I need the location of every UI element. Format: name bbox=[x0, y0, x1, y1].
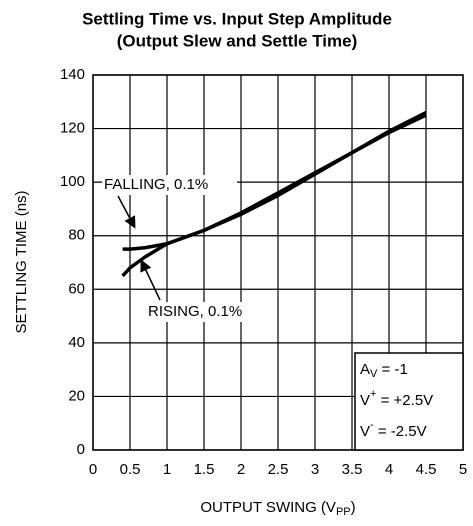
x-axis-label-part: OUTPUT SWING (V bbox=[200, 499, 336, 516]
label-bg bbox=[102, 175, 237, 195]
x-tick-label: 0 bbox=[89, 461, 97, 478]
y-tick-label: 120 bbox=[60, 120, 85, 137]
condition-part: V bbox=[360, 392, 370, 409]
conditions-box bbox=[354, 352, 464, 451]
series-line bbox=[121, 113, 427, 278]
condition: AV = -1 bbox=[360, 361, 408, 380]
label-arrow bbox=[140, 259, 161, 301]
condition-part: V bbox=[360, 423, 370, 440]
plot-frame bbox=[92, 74, 464, 451]
x-tick-label: 2 bbox=[237, 461, 245, 478]
condition-part: A bbox=[360, 361, 370, 378]
x-axis-label-sub: PP bbox=[336, 506, 351, 518]
y-tick-label: 80 bbox=[68, 227, 85, 244]
x-tick-label: 2.5 bbox=[268, 461, 289, 478]
series-label: RISING, 0.1% bbox=[148, 303, 242, 320]
series-label: FALLING, 0.1% bbox=[104, 176, 208, 193]
x-axis-label-part: ) bbox=[351, 499, 356, 516]
condition-sup: - bbox=[370, 419, 374, 431]
chart-title: Settling Time vs. Input Step Amplitude bbox=[82, 9, 392, 28]
y-tick-label: 60 bbox=[68, 280, 85, 297]
condition-part: = -2.5V bbox=[374, 423, 427, 440]
y-tick-label: 100 bbox=[60, 173, 85, 190]
x-tick-label: 1.5 bbox=[194, 461, 215, 478]
condition-part: = +2.5V bbox=[376, 392, 433, 409]
x-tick-label: 1 bbox=[163, 461, 171, 478]
x-tick-label: 4.5 bbox=[416, 461, 437, 478]
condition-sub: V bbox=[370, 368, 378, 380]
x-tick-label: 0.5 bbox=[120, 461, 141, 478]
condition: V+ = +2.5V bbox=[360, 388, 433, 409]
x-axis-label: OUTPUT SWING (VPP) bbox=[200, 499, 355, 518]
y-tick-label: 20 bbox=[68, 387, 85, 404]
label-arrow bbox=[117, 195, 136, 229]
condition-sup: + bbox=[370, 388, 376, 400]
x-tick-label: 3.5 bbox=[342, 461, 363, 478]
x-tick-label: 5 bbox=[459, 461, 467, 478]
condition: V- = -2.5V bbox=[360, 419, 427, 440]
y-tick-label: 40 bbox=[68, 334, 85, 351]
condition-part: = -1 bbox=[377, 361, 407, 378]
y-tick-label: 140 bbox=[60, 66, 85, 83]
label-bg bbox=[146, 302, 271, 322]
x-tick-label: 3 bbox=[311, 461, 319, 478]
chart-title: (Output Slew and Settle Time) bbox=[117, 31, 358, 50]
y-axis-label: SETTLING TIME (ns) bbox=[13, 190, 30, 333]
x-tick-label: 4 bbox=[385, 461, 393, 478]
y-tick-label: 0 bbox=[77, 441, 85, 458]
